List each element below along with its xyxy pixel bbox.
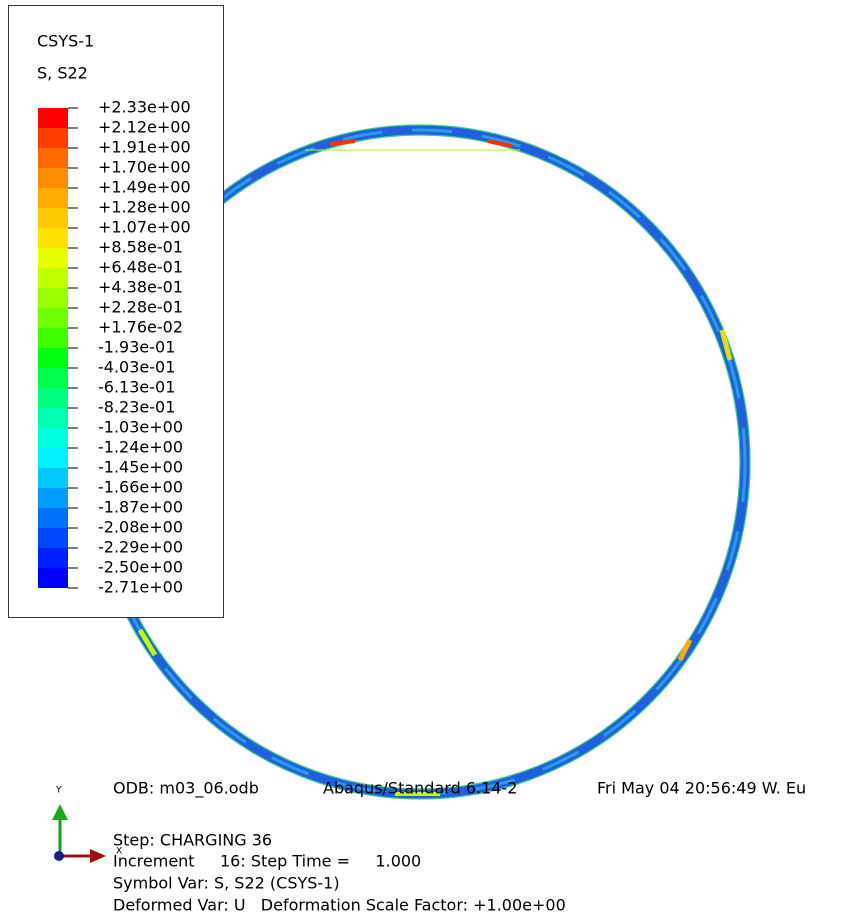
legend-label: +4.38e-01: [98, 278, 183, 297]
color-band: [38, 328, 68, 348]
legend-label: +1.49e+00: [98, 178, 191, 197]
color-band: [38, 488, 68, 508]
color-band: [38, 228, 68, 248]
color-band: [38, 468, 68, 488]
legend-label: +1.91e+00: [98, 138, 191, 157]
legend-label: +2.12e+00: [98, 118, 191, 137]
color-band: [38, 368, 68, 388]
legend-label: +8.58e-01: [98, 238, 183, 257]
legend-label: -1.93e-01: [98, 338, 175, 357]
legend-label: -2.71e+00: [98, 578, 183, 597]
color-band: [38, 248, 68, 268]
legend-label: +1.76e-02: [98, 318, 183, 337]
legend-label: +2.28e-01: [98, 298, 183, 317]
legend-label: +1.70e+00: [98, 158, 191, 177]
deformed-var: Deformed Var: U Deformation Scale Factor…: [113, 896, 566, 915]
odb-name: ODB: m03_06.odb: [113, 779, 259, 799]
color-band: [38, 288, 68, 308]
legend-label: -4.03e-01: [98, 358, 175, 377]
date: Fri May 04 20:56:49 W. Eu: [597, 779, 806, 798]
color-band: [38, 428, 68, 448]
color-band: [38, 168, 68, 188]
color-band: [38, 408, 68, 428]
step: Step: CHARGING 36: [113, 831, 272, 850]
solver-version: Abaqus/Standard 6.14-2: [323, 779, 517, 798]
color-band: [38, 528, 68, 548]
color-band: [38, 548, 68, 568]
legend-label: -2.29e+00: [98, 538, 183, 557]
legend-label: +1.07e+00: [98, 218, 191, 237]
color-band: [38, 108, 68, 128]
legend-label: -1.03e+00: [98, 418, 183, 437]
color-band: [38, 188, 68, 208]
legend-label: -8.23e-01: [98, 398, 175, 417]
color-band: [38, 568, 68, 588]
legend-label: +6.48e-01: [98, 258, 183, 277]
color-band: [38, 148, 68, 168]
color-bar: +2.33e+00+2.12e+00+1.91e+00+1.70e+00+1.4…: [38, 98, 191, 597]
legend-label: -1.45e+00: [98, 458, 183, 477]
legend-label: -1.24e+00: [98, 438, 183, 457]
color-band: [38, 388, 68, 408]
triad-y-label: Y: [55, 786, 62, 796]
symbol-var: Symbol Var: S, S22 (CSYS-1): [113, 874, 340, 893]
legend-label: -2.50e+00: [98, 558, 183, 577]
legend-label: +1.28e+00: [98, 198, 191, 217]
legend-title: CSYS-1: [37, 32, 94, 51]
legend-label: -1.66e+00: [98, 478, 183, 497]
color-band: [38, 508, 68, 528]
color-band: [38, 308, 68, 328]
color-band: [38, 268, 68, 288]
legend-label: -1.87e+00: [98, 498, 183, 517]
legend-label: -2.08e+00: [98, 518, 183, 537]
viewport: CSYS-1 S, S22 +2.33e+00+2.12e+00+1.91e+0…: [0, 0, 851, 916]
color-band: [38, 448, 68, 468]
triad: Y X: [52, 786, 122, 864]
page: { "legend": { "title": "CSYS-1", "variab…: [0, 0, 851, 916]
legend-label: +2.33e+00: [98, 98, 191, 117]
legend-variable: S, S22: [37, 64, 88, 83]
increment: Increment 16: Step Time = 1.000: [113, 852, 421, 871]
color-band: [38, 208, 68, 228]
color-band: [38, 128, 68, 148]
legend-label: -6.13e-01: [98, 378, 175, 397]
color-band: [38, 348, 68, 368]
